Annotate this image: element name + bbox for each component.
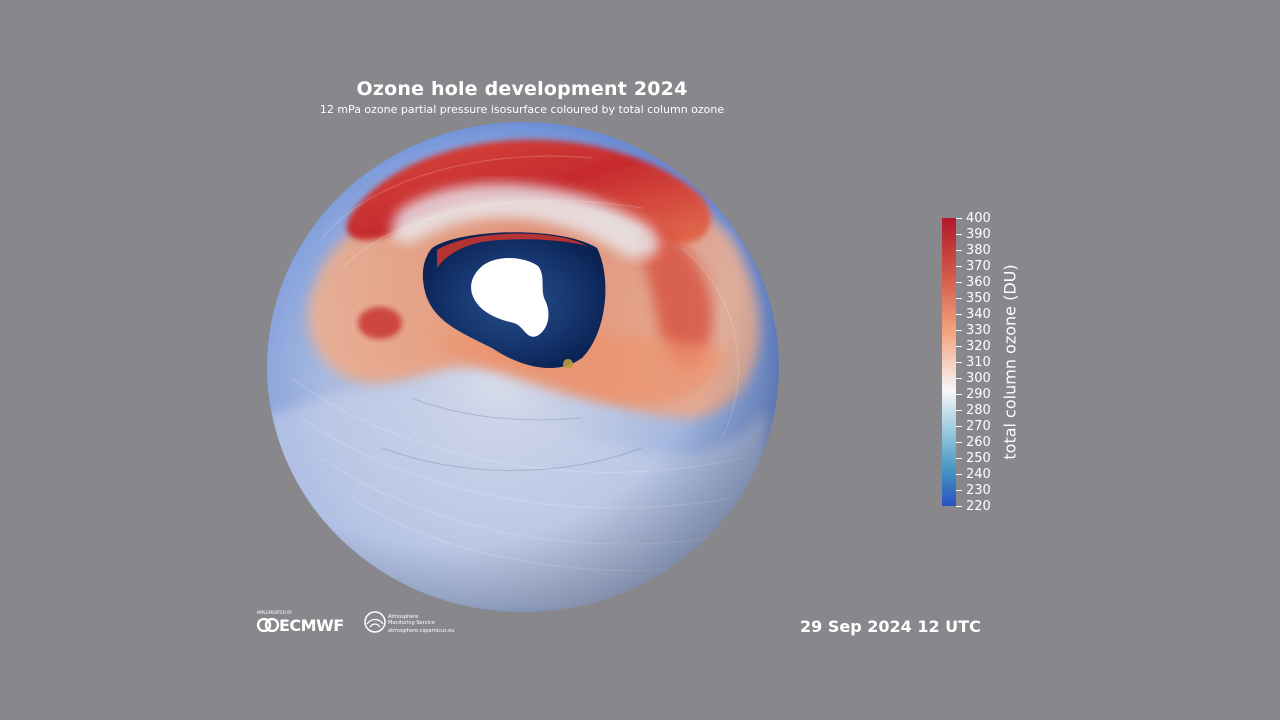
colorbar-tick-label: 230 [966,483,991,498]
colorbar-tick [956,474,962,475]
colorbar-tick-label: 380 [966,243,991,258]
colorbar-tick [956,250,962,251]
colorbar-tick [956,506,962,507]
ozone-globe-image [267,122,779,612]
colorbar-gradient [942,218,956,506]
colorbar-tick [956,394,962,395]
colorbar: 400 390 380 370 360 350 340 330 320 310 300 290 280 2… [938,211,1028,514]
colorbar-tick-label: 360 [966,275,991,290]
colorbar-tick [956,362,962,363]
colorbar-tick-label: 280 [966,403,991,418]
colorbar-tick-label: 260 [966,435,991,450]
colorbar-tick-label: 390 [966,227,991,242]
colorbar-tick [956,234,962,235]
colorbar-tick [956,458,962,459]
cams-globe-icon [364,611,386,633]
colorbar-title: total column ozone (DU) [1000,264,1020,460]
colorbar-tick [956,314,962,315]
colorbar-tick [956,282,962,283]
colorbar-tick-label: 330 [966,323,991,338]
cams-logo: Atmosphere Monitoring Service atmosphere… [364,610,455,638]
timestamp: 29 Sep 2024 12 UTC [800,617,981,636]
cams-line-1: Atmosphere [388,614,419,620]
colorbar-tick [956,346,962,347]
colorbar-tick-label: 240 [966,467,991,482]
colorbar-tick-label: 310 [966,355,991,370]
colorbar-tick-label: 350 [966,291,991,306]
cams-line-2: Monitoring Service [388,620,435,626]
ecmwf-logo: IMPLEMENTED BY ECMWF [257,610,357,638]
cams-url: atmosphere.copernicus.eu [388,628,455,634]
colorbar-tick-label: 320 [966,339,991,354]
colorbar-tick-label: 250 [966,451,991,466]
colorbar-tick [956,426,962,427]
colorbar-tick [956,490,962,491]
colorbar-tick-label: 370 [966,259,991,274]
colorbar-tick [956,218,962,219]
colorbar-tick-label: 300 [966,371,991,386]
ecmwf-implemented-by: IMPLEMENTED BY [257,610,293,615]
page-title: Ozone hole development 2024 [356,78,688,100]
colorbar-tick-label: 340 [966,307,991,322]
colorbar-tick [956,442,962,443]
colorbar-tick [956,298,962,299]
ecmwf-wordmark: ECMWF [279,616,344,635]
colorbar-tick [956,330,962,331]
colorbar-tick [956,410,962,411]
colorbar-tick [956,266,962,267]
colorbar-tick-label: 220 [966,499,991,514]
colorbar-tick [956,378,962,379]
page-subtitle: 12 mPa ozone partial pressure isosurface… [319,103,725,116]
ecmwf-mark-icon [257,618,279,632]
colorbar-tick-label: 400 [966,211,991,226]
colorbar-tick-label: 290 [966,387,991,402]
colorbar-tick-label: 270 [966,419,991,434]
